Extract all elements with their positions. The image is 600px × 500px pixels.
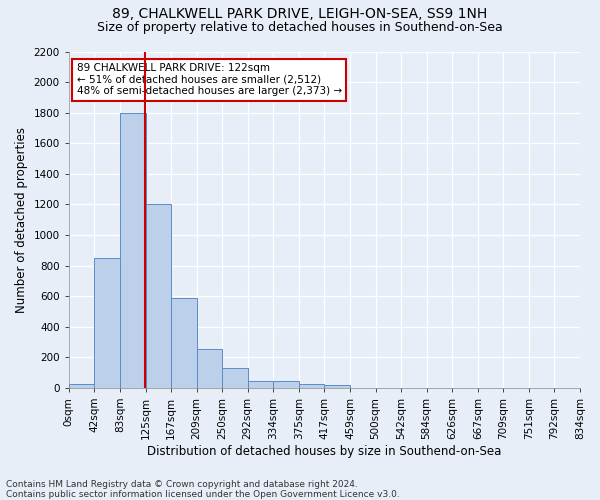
Bar xyxy=(325,385,350,388)
Bar xyxy=(120,112,146,388)
Bar xyxy=(248,381,273,388)
Bar xyxy=(69,384,94,388)
Bar xyxy=(197,349,222,388)
Bar xyxy=(171,298,197,388)
Bar xyxy=(146,204,171,388)
Bar xyxy=(222,368,248,388)
Bar xyxy=(94,258,120,388)
Y-axis label: Number of detached properties: Number of detached properties xyxy=(15,126,28,312)
Bar xyxy=(273,381,299,388)
X-axis label: Distribution of detached houses by size in Southend-on-Sea: Distribution of detached houses by size … xyxy=(147,444,502,458)
Bar xyxy=(299,384,325,388)
Text: Size of property relative to detached houses in Southend-on-Sea: Size of property relative to detached ho… xyxy=(97,21,503,34)
Text: Contains HM Land Registry data © Crown copyright and database right 2024.
Contai: Contains HM Land Registry data © Crown c… xyxy=(6,480,400,499)
Text: 89, CHALKWELL PARK DRIVE, LEIGH-ON-SEA, SS9 1NH: 89, CHALKWELL PARK DRIVE, LEIGH-ON-SEA, … xyxy=(112,8,488,22)
Text: 89 CHALKWELL PARK DRIVE: 122sqm
← 51% of detached houses are smaller (2,512)
48%: 89 CHALKWELL PARK DRIVE: 122sqm ← 51% of… xyxy=(77,64,341,96)
